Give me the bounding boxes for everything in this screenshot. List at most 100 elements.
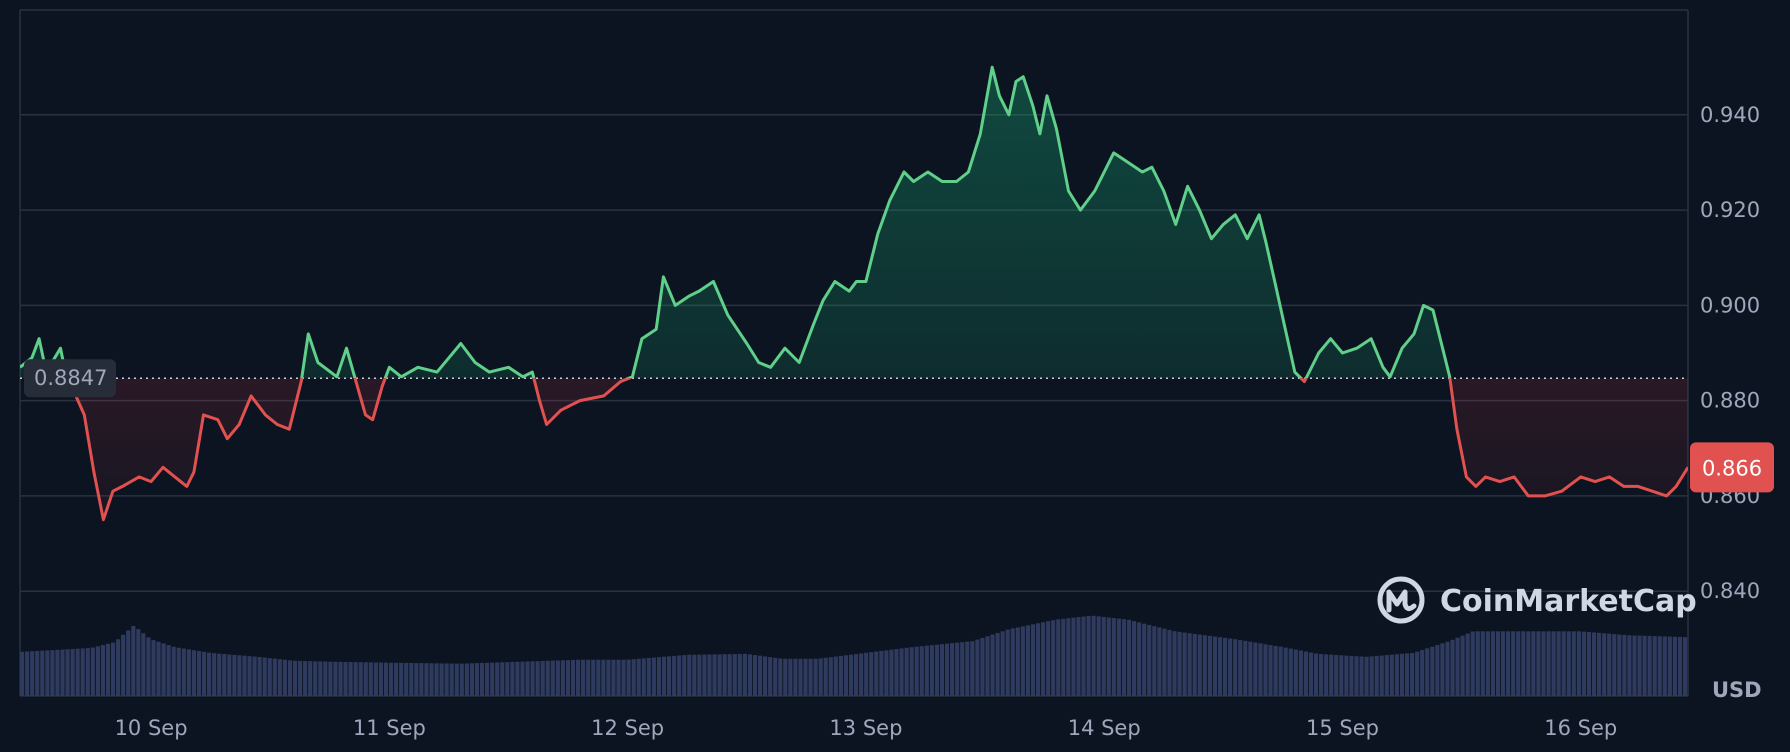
volume-bar xyxy=(1399,653,1405,696)
volume-bar xyxy=(1672,636,1677,696)
volume-bar xyxy=(565,660,571,696)
volume-bar xyxy=(672,655,677,696)
volume-bar xyxy=(1642,635,1647,696)
volume-bar xyxy=(1652,636,1657,696)
volume-bar xyxy=(419,663,424,696)
x-tick-label: 14 Sep xyxy=(1068,716,1141,740)
volume-bar xyxy=(859,653,864,696)
volume-bar xyxy=(1637,635,1642,696)
volume-bar xyxy=(1394,654,1399,696)
volume-bar xyxy=(121,634,126,696)
volume-bar xyxy=(1475,631,1480,696)
volume-bar xyxy=(1334,654,1339,696)
volume-bar xyxy=(1091,615,1096,696)
volume-bar xyxy=(1597,632,1602,696)
volume-bar xyxy=(1111,618,1116,696)
volume-bar xyxy=(864,652,869,696)
volume-bar xyxy=(697,654,702,696)
volume-bar xyxy=(1030,624,1036,696)
volume-bar xyxy=(469,663,474,696)
volume-bar xyxy=(207,652,212,696)
volume-bar xyxy=(166,645,171,696)
coinmarketcap-logo-icon xyxy=(1377,576,1425,624)
current-price-badge: 0.866 xyxy=(1690,442,1774,493)
volume-bar xyxy=(1162,628,1167,696)
volume-bar xyxy=(1056,619,1061,696)
volume-bar xyxy=(677,655,682,696)
volume-bar xyxy=(1217,637,1223,696)
volume-bar xyxy=(323,661,328,696)
volume-bar xyxy=(1177,631,1182,696)
volume-bar xyxy=(1602,633,1607,696)
volume-bar xyxy=(1571,631,1576,696)
volume-bar xyxy=(191,650,196,696)
volume-bar xyxy=(742,653,747,696)
volume-bar xyxy=(348,662,353,696)
volume-bar xyxy=(136,629,141,696)
volume-bar xyxy=(383,662,389,696)
volume-bar xyxy=(1121,619,1127,696)
volume-bar xyxy=(474,663,480,696)
volume-bar xyxy=(530,661,535,696)
volume-bar xyxy=(1465,633,1470,696)
volume-bar xyxy=(303,661,308,696)
volume-bar xyxy=(727,654,732,696)
volume-bar xyxy=(267,658,272,696)
x-tick-label: 12 Sep xyxy=(591,716,664,740)
volume-bar xyxy=(1061,618,1066,696)
volume-bar xyxy=(990,634,995,696)
volume-bar xyxy=(90,647,95,696)
volume-bar xyxy=(1470,631,1475,696)
volume-bar xyxy=(1258,643,1263,696)
volume-bar xyxy=(1364,656,1369,696)
volume-bar xyxy=(171,646,176,696)
volume-bar xyxy=(656,657,662,696)
volume-bar xyxy=(1238,640,1243,696)
volume-bar xyxy=(884,650,889,696)
volume-bar xyxy=(338,661,343,696)
volume-bar xyxy=(1389,654,1394,696)
volume-bar xyxy=(813,658,818,696)
volume-bar xyxy=(1430,646,1435,696)
volume-bar xyxy=(1420,650,1425,696)
volume-bar xyxy=(939,644,945,696)
reference-price-label: 0.8847 xyxy=(34,366,107,390)
volume-bar xyxy=(1283,647,1288,696)
volume-bar xyxy=(651,657,656,696)
volume-bar xyxy=(272,658,277,696)
volume-bar xyxy=(682,655,687,696)
volume-bar xyxy=(661,656,667,696)
volume-bar xyxy=(1293,649,1298,696)
volume-bar xyxy=(1369,656,1374,696)
volume-bar xyxy=(146,637,151,696)
volume-bar xyxy=(828,657,833,696)
volume-bar xyxy=(737,653,742,696)
volume-bar xyxy=(100,645,106,696)
volume-bar xyxy=(1339,655,1344,696)
volume-bar xyxy=(201,651,207,696)
volume-bar xyxy=(237,655,242,696)
volume-bar xyxy=(368,662,373,696)
volume-bar xyxy=(1607,633,1612,696)
volume-bar xyxy=(601,659,606,696)
volume-bar xyxy=(808,658,813,696)
volume-bar xyxy=(1248,641,1253,696)
volume-bar xyxy=(1020,626,1025,696)
volume-bar xyxy=(848,654,854,696)
volume-bar xyxy=(353,662,358,696)
volume-bars xyxy=(20,615,1688,696)
volume-bar xyxy=(378,662,384,696)
volume-bar xyxy=(636,658,641,696)
volume-bar xyxy=(333,661,338,696)
volume-bar xyxy=(505,662,510,696)
volume-bar xyxy=(282,659,287,696)
volume-bar xyxy=(555,660,560,696)
volume-bar xyxy=(798,658,803,696)
volume-bar xyxy=(1137,622,1142,696)
volume-bar xyxy=(1551,631,1556,696)
volume-bar xyxy=(1500,631,1506,696)
volume-bar xyxy=(540,660,545,696)
volume-bar xyxy=(545,660,550,696)
volume-bar xyxy=(459,663,464,696)
